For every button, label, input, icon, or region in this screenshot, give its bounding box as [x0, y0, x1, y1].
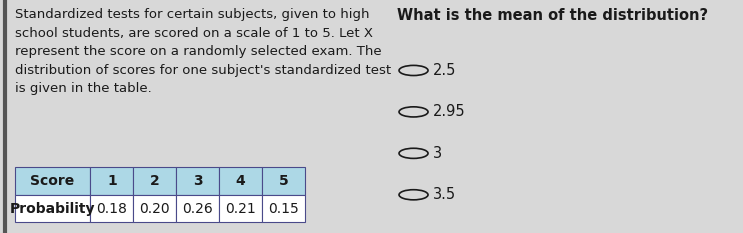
Text: 0.20: 0.20 — [140, 202, 170, 216]
FancyBboxPatch shape — [219, 195, 262, 223]
Text: What is the mean of the distribution?: What is the mean of the distribution? — [397, 8, 708, 23]
Text: 0.26: 0.26 — [182, 202, 213, 216]
Text: 2: 2 — [150, 174, 160, 188]
Text: 3.5: 3.5 — [433, 187, 456, 202]
FancyBboxPatch shape — [15, 195, 91, 223]
Text: 2.5: 2.5 — [433, 63, 457, 78]
FancyBboxPatch shape — [262, 167, 305, 195]
FancyBboxPatch shape — [262, 195, 305, 223]
Text: 0.18: 0.18 — [97, 202, 127, 216]
FancyBboxPatch shape — [133, 195, 176, 223]
Text: 5: 5 — [279, 174, 288, 188]
Text: 1: 1 — [107, 174, 117, 188]
FancyBboxPatch shape — [15, 167, 91, 195]
Text: Standardized tests for certain subjects, given to high
school students, are scor: Standardized tests for certain subjects,… — [15, 8, 391, 95]
FancyBboxPatch shape — [219, 167, 262, 195]
FancyBboxPatch shape — [91, 167, 133, 195]
Text: 3: 3 — [192, 174, 202, 188]
FancyBboxPatch shape — [176, 195, 219, 223]
FancyBboxPatch shape — [176, 167, 219, 195]
Text: Score: Score — [30, 174, 74, 188]
Text: 3: 3 — [433, 146, 442, 161]
Text: 0.15: 0.15 — [268, 202, 299, 216]
Text: 4: 4 — [236, 174, 245, 188]
Text: 2.95: 2.95 — [433, 104, 466, 119]
Text: Probability: Probability — [10, 202, 95, 216]
FancyBboxPatch shape — [91, 195, 133, 223]
Text: 0.21: 0.21 — [225, 202, 256, 216]
FancyBboxPatch shape — [133, 167, 176, 195]
